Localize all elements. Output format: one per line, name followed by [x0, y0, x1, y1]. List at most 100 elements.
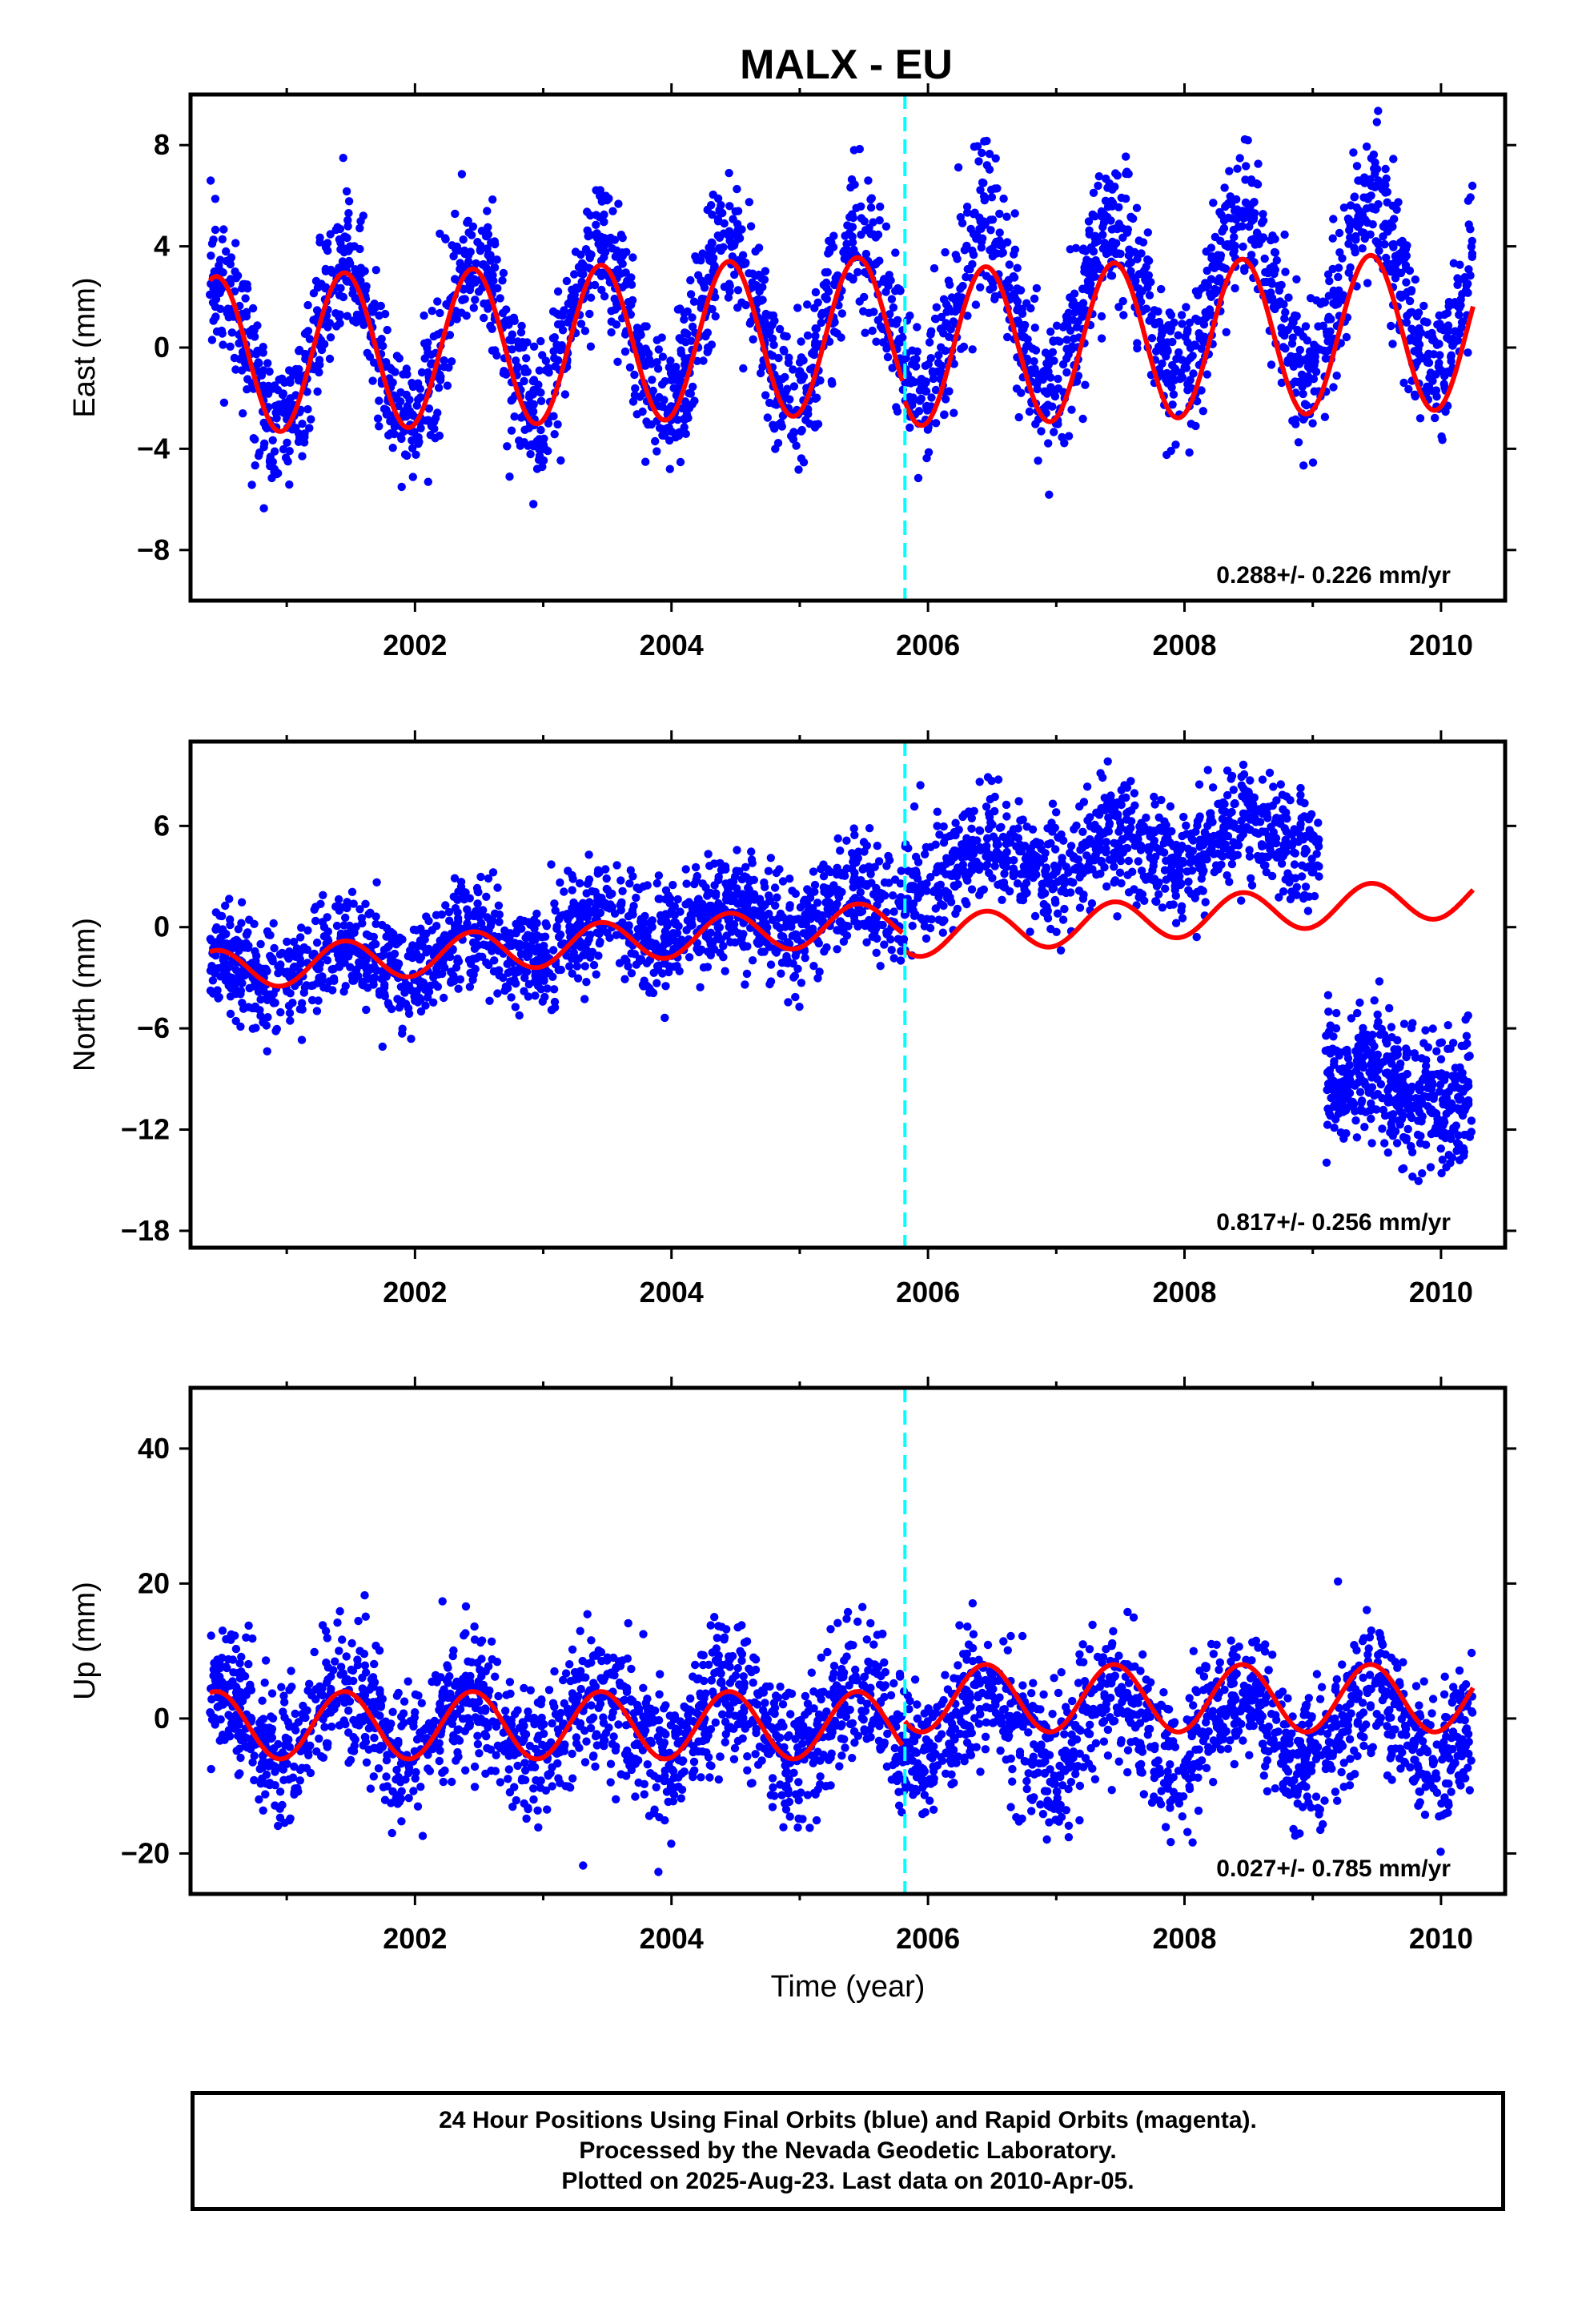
data-point: [1314, 835, 1323, 844]
data-point: [581, 245, 591, 254]
data-point: [250, 332, 259, 341]
data-point: [1088, 854, 1097, 863]
data-point: [1302, 400, 1311, 410]
data-point: [1294, 438, 1303, 447]
data-point: [209, 316, 218, 325]
data-point: [1182, 357, 1192, 366]
data-point: [239, 409, 247, 418]
data-point: [815, 967, 824, 976]
data-point: [529, 342, 539, 351]
data-point: [694, 271, 703, 279]
data-point: [1122, 169, 1130, 179]
data-point: [1437, 432, 1446, 441]
data-point: [842, 836, 851, 845]
data-point: [1303, 907, 1313, 915]
data-point: [467, 276, 476, 286]
data-point: [941, 346, 950, 356]
data-point: [1362, 142, 1371, 151]
data-point: [824, 287, 833, 296]
data-point: [1110, 806, 1119, 814]
data-point: [536, 425, 545, 435]
data-point: [251, 435, 259, 444]
data-point: [720, 283, 729, 292]
data-point: [660, 396, 669, 404]
data-points-north: [206, 757, 1476, 1186]
data-point: [1280, 314, 1289, 323]
data-point: [1144, 846, 1154, 855]
data-point: [970, 143, 979, 151]
data-point: [520, 376, 528, 386]
data-point: [1305, 347, 1315, 356]
data-point: [1454, 336, 1463, 345]
data-point: [968, 246, 977, 255]
data-point: [600, 292, 609, 301]
data-point: [451, 209, 460, 219]
data-point: [1381, 188, 1390, 197]
y-axis-label-east: East (mm): [68, 277, 102, 417]
data-point: [270, 447, 279, 456]
data-point: [621, 268, 630, 277]
data-point: [800, 895, 809, 904]
data-point: [673, 416, 682, 424]
data-point: [1306, 364, 1315, 373]
data-point: [597, 197, 606, 206]
data-point: [412, 450, 420, 459]
data-point: [1227, 199, 1236, 209]
data-point: [971, 300, 981, 309]
data-point: [616, 256, 625, 265]
data-point: [630, 370, 639, 380]
data-point: [985, 150, 994, 159]
data-point: [1226, 192, 1235, 201]
data-point: [218, 329, 227, 338]
data-point: [1111, 169, 1120, 178]
data-point: [1277, 378, 1287, 388]
data-point: [1406, 308, 1415, 317]
data-point: [1189, 369, 1198, 378]
data-point: [1344, 268, 1353, 277]
data-point: [1070, 334, 1078, 343]
data-point: [355, 223, 364, 233]
data-point: [1197, 344, 1207, 353]
data-point: [310, 905, 319, 915]
data-point: [483, 913, 492, 922]
data-point: [785, 395, 794, 404]
data-point: [853, 267, 862, 276]
data-point: [253, 321, 262, 330]
data-point: [1170, 318, 1178, 327]
data-point: [951, 307, 960, 316]
data-point: [1344, 239, 1353, 248]
data-point: [459, 295, 468, 304]
data-point: [486, 251, 495, 259]
data-point: [843, 221, 852, 230]
data-point: [885, 855, 894, 865]
data-point: [998, 241, 1006, 250]
data-point: [312, 1007, 322, 1015]
data-point: [264, 381, 273, 391]
data-point: [1142, 813, 1150, 822]
y-tick-label: −4: [137, 432, 170, 464]
data-point: [566, 297, 576, 306]
x-tick-label: 2010: [1409, 629, 1473, 661]
data-point: [1018, 815, 1027, 824]
data-point: [1308, 419, 1317, 428]
data-point: [1186, 420, 1196, 428]
data-point: [676, 457, 685, 467]
data-point: [270, 943, 279, 953]
data-point: [1176, 368, 1186, 377]
data-point: [1358, 227, 1367, 237]
data-point: [893, 283, 902, 293]
data-point: [1136, 846, 1146, 854]
data-point: [1164, 371, 1173, 380]
data-point: [687, 918, 696, 927]
data-point: [872, 337, 881, 346]
data-point: [1041, 402, 1050, 412]
data-point: [864, 176, 873, 185]
data-point: [281, 453, 291, 462]
data-point: [311, 916, 320, 926]
data-point: [803, 300, 812, 309]
data-point: [833, 945, 841, 954]
data-point: [387, 1004, 396, 1014]
data-point: [1167, 383, 1176, 392]
data-point: [404, 1009, 414, 1019]
